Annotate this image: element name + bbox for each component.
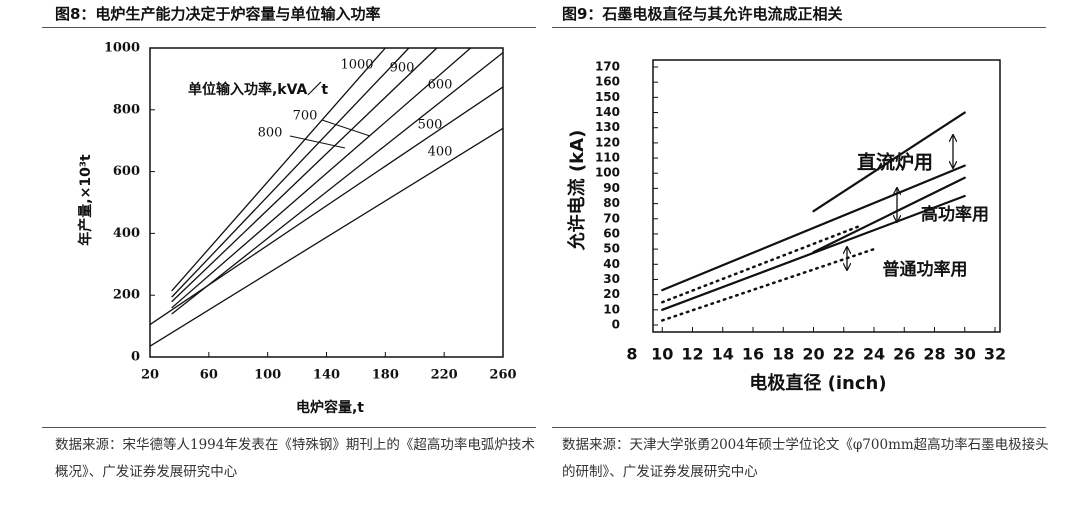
x-tick-label: 20	[141, 368, 159, 383]
x-axis-label: 电极直径 (inch)	[749, 372, 886, 394]
leader-line	[321, 119, 371, 137]
y-tick-label: 1000	[104, 41, 140, 56]
source-note: 数据来源：天津大学张勇2004年硕士学位论文《φ700mm超高功率石墨电极接头的…	[562, 437, 1049, 480]
series-line	[661, 164, 966, 292]
x-tick-label: 18	[772, 345, 794, 364]
x-tick-label: 260	[489, 368, 516, 383]
x-tick-label: 60	[200, 368, 218, 383]
annotation: 高功率用	[921, 204, 989, 225]
y-tick-label: 110	[595, 151, 620, 165]
series-label: 500	[418, 118, 443, 133]
title-rule	[552, 27, 1046, 28]
y-tick-label: 150	[595, 90, 620, 104]
source-rule	[42, 427, 536, 428]
title-rule	[42, 27, 536, 28]
y-tick-label: 0	[612, 318, 620, 332]
x-tick-label: 28	[923, 345, 945, 364]
figure-title: 图9：石墨电极直径与其允许电流成正相关	[562, 5, 843, 23]
x-axis-label: 电炉容量,t	[296, 399, 364, 416]
series-line	[661, 247, 876, 322]
y-tick-label: 70	[603, 211, 620, 225]
y-tick-label: 120	[595, 135, 620, 149]
x-tick-label: 8	[626, 345, 637, 364]
x-tick-label: 30	[954, 345, 976, 364]
series-label: 900	[390, 61, 415, 76]
series-line	[171, 47, 410, 298]
x-tick-label: 220	[431, 368, 458, 383]
y-tick-label: 170	[595, 60, 620, 74]
series-line	[661, 225, 861, 304]
series-line	[812, 176, 966, 254]
x-tick-label: 180	[372, 368, 399, 383]
series-line	[171, 47, 386, 292]
y-tick-label: 10	[603, 302, 620, 316]
y-tick-label: 160	[595, 75, 620, 89]
figure-title: 图8：电炉生产能力决定于炉容量与单位输入功率	[55, 5, 381, 23]
x-tick-label: 14	[712, 345, 734, 364]
x-tick-label: 140	[313, 368, 340, 383]
series-line	[171, 47, 472, 309]
y-tick-label: 40	[603, 257, 620, 271]
source-rule	[552, 427, 1046, 428]
x-tick-label: 10	[651, 345, 673, 364]
y-tick-label: 600	[113, 164, 140, 179]
series-line	[171, 51, 504, 315]
series-label: 600	[428, 78, 453, 93]
y-tick-label: 800	[113, 102, 140, 117]
series-line	[812, 111, 966, 213]
legend-title: 单位输入功率,kVA／t	[188, 81, 328, 98]
y-tick-label: 400	[113, 226, 140, 241]
series-label: 400	[428, 145, 453, 160]
x-tick-label: 100	[254, 368, 281, 383]
x-tick-label: 22	[833, 345, 855, 364]
y-tick-label: 30	[603, 272, 620, 286]
y-tick-label: 100	[595, 166, 620, 180]
source-note: 数据来源：宋华德等人1994年发表在《特殊钢》期刊上的《超高功率电弧炉技术概况》…	[55, 437, 535, 480]
series-label: 800	[258, 126, 283, 141]
series-line	[171, 47, 438, 303]
y-tick-label: 20	[603, 287, 620, 301]
x-tick-label: 16	[742, 345, 764, 364]
series-line	[149, 127, 504, 347]
y-tick-label: 60	[603, 226, 620, 240]
annotation: 普通功率用	[883, 259, 968, 280]
plot-frame	[652, 59, 1001, 333]
y-tick-label: 0	[131, 350, 140, 365]
annotation: 直流炉用	[857, 151, 933, 174]
x-tick-label: 24	[863, 345, 885, 364]
x-tick-label: 26	[893, 345, 915, 364]
y-axis-label: 年产量,×10³t	[77, 154, 94, 246]
y-tick-label: 80	[603, 196, 620, 210]
leader-line	[289, 135, 346, 149]
y-tick-label: 140	[595, 105, 620, 119]
y-tick-label: 50	[603, 242, 620, 256]
y-tick-label: 90	[603, 181, 620, 195]
x-tick-label: 12	[681, 345, 703, 364]
x-tick-label: 20	[802, 345, 824, 364]
series-label: 1000	[340, 58, 373, 73]
y-tick-label: 200	[113, 288, 140, 303]
x-tick-label: 32	[984, 345, 1006, 364]
y-tick-label: 130	[595, 120, 620, 134]
series-label: 700	[293, 109, 318, 124]
y-axis-label: 允许电流 (kA)	[566, 130, 588, 252]
